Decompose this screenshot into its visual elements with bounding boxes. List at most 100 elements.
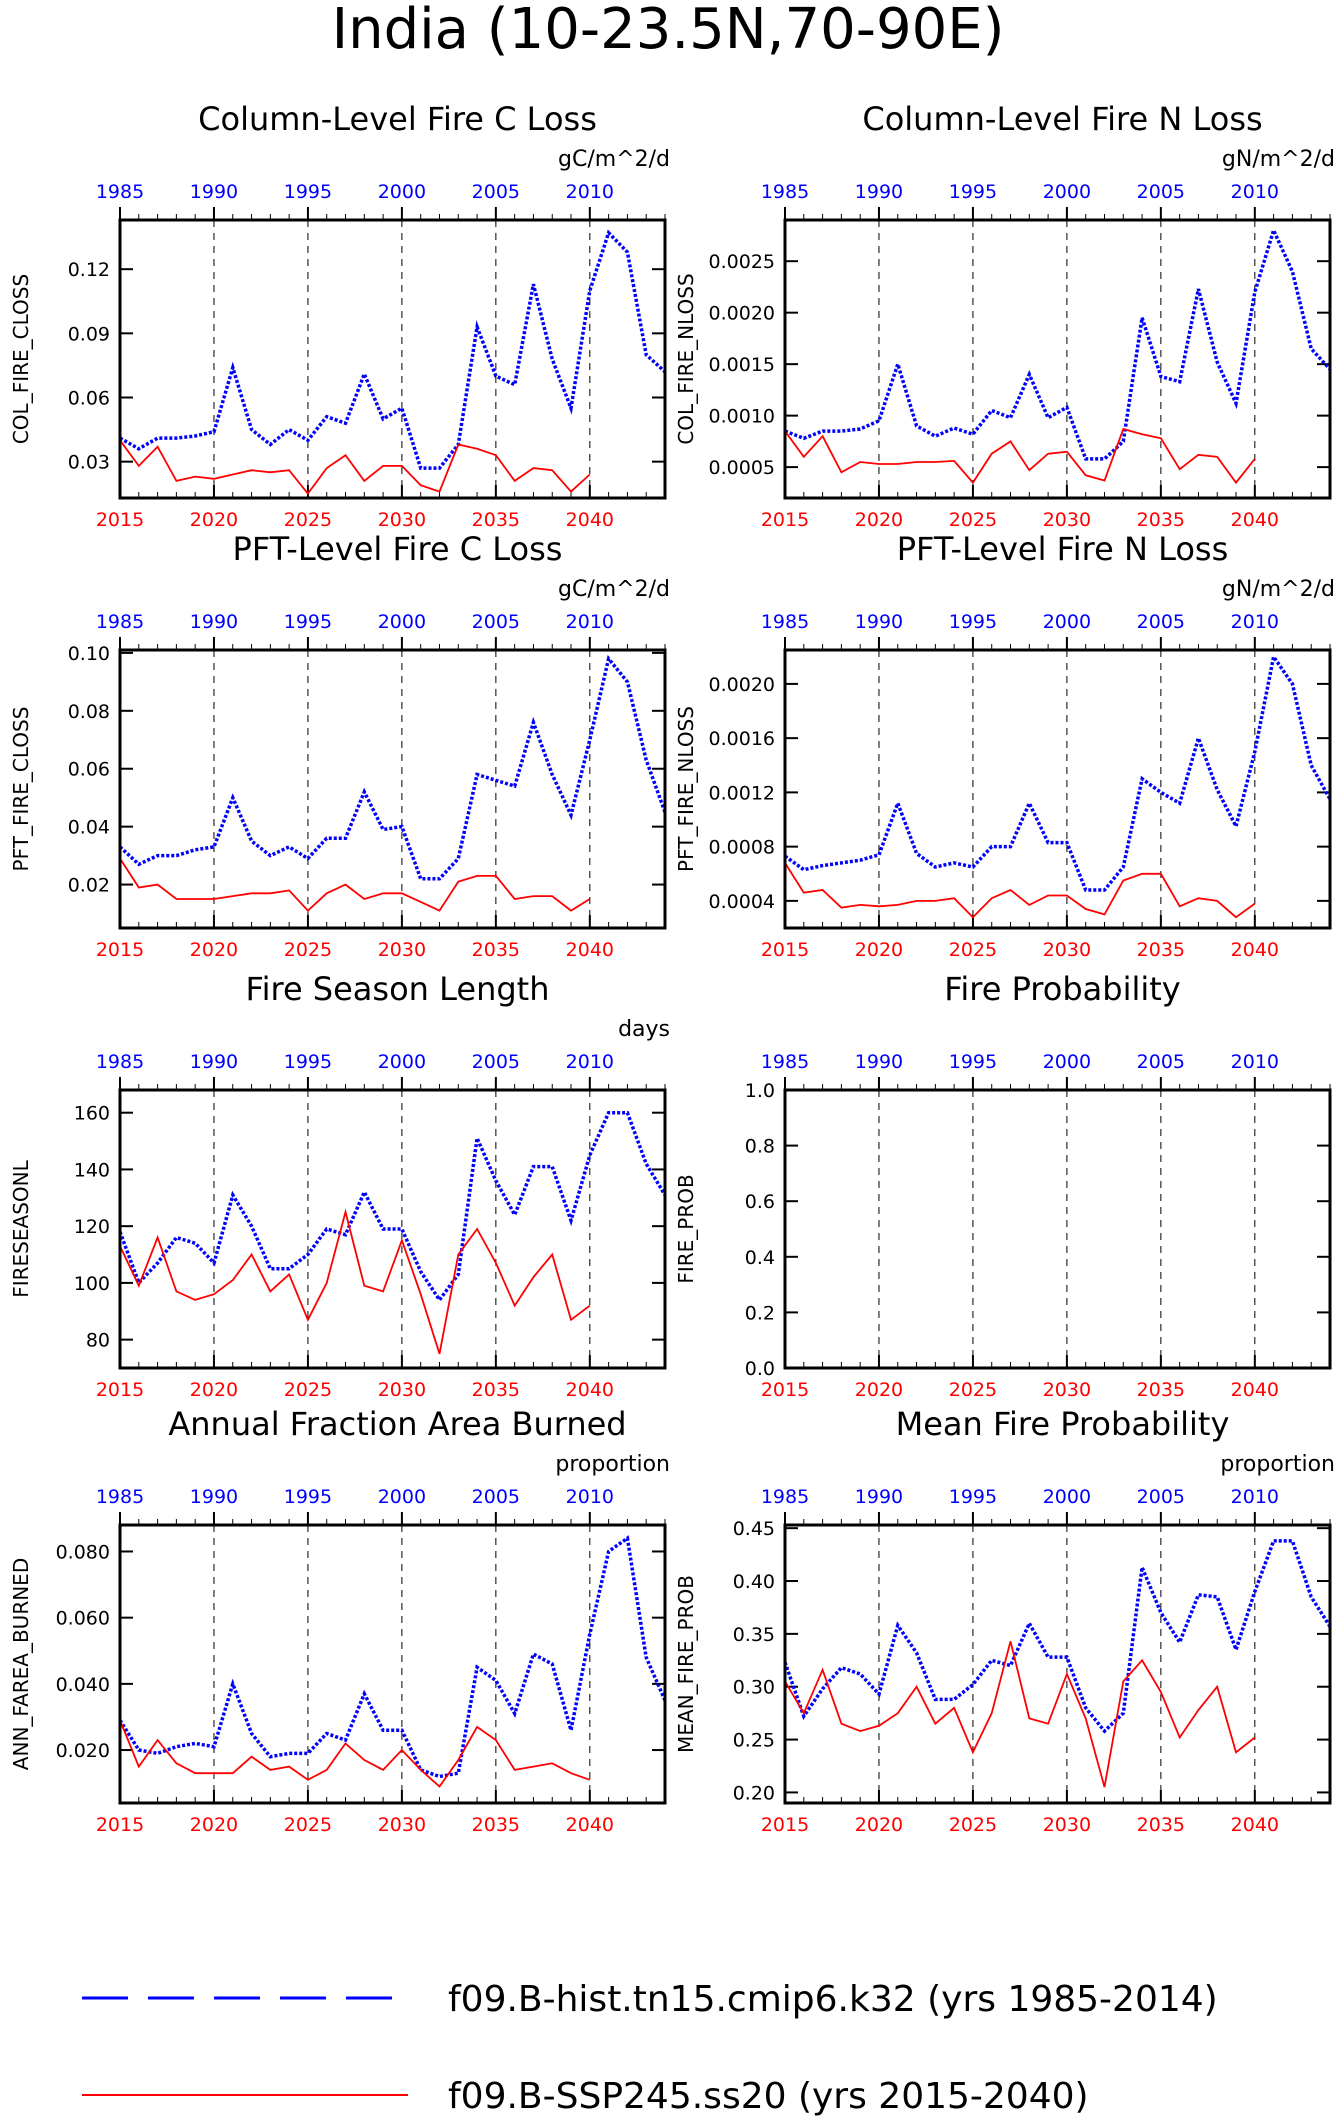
units-label: days [618,1017,670,1042]
x-tick-label: 2040 [1231,939,1279,961]
x-top-tick-label: 2005 [1137,181,1185,203]
panel-title: Column-Level Fire N Loss [862,100,1262,138]
x-top-tick-label: 1985 [96,611,144,633]
y-tick-label: 1.0 [745,1080,775,1102]
x-tick-label: 2015 [96,1379,144,1401]
plot-frame [783,1523,1332,1805]
x-tick-label: 2020 [855,509,903,531]
y-tick-label: 0.080 [56,1541,110,1563]
y-tick-label: 0.0008 [709,837,775,859]
y-tick-label: 0.45 [733,1518,775,1540]
units-label: gN/m^2/d [1222,577,1335,602]
x-top-tick-label: 1990 [855,1051,903,1073]
x-tick-label: 2015 [761,1379,809,1401]
x-tick-label: 2030 [1043,1814,1091,1836]
plot-frame [118,1088,667,1370]
x-top-tick-label: 2005 [1137,1486,1185,1508]
x-top-tick-label: 2005 [1137,1051,1185,1073]
y-axis-label: FIRESEASONL [9,1159,33,1297]
x-tick-label: 2030 [378,509,426,531]
x-top-tick-label: 2010 [1231,611,1279,633]
units-label: gN/m^2/d [1222,147,1335,172]
x-top-tick-label: 2005 [472,1051,520,1073]
series-line-hist [119,229,667,470]
y-axis-label: MEAN_FIRE_PROB [674,1575,698,1753]
y-tick-label: 0.0020 [709,303,775,325]
x-tick-label: 2025 [949,1814,997,1836]
chart-panel-8: Mean Fire Probability proportion 2015 2020 2… [674,1405,1335,1836]
x-tick-label: 2035 [1137,1379,1185,1401]
x-top-tick-label: 1990 [190,611,238,633]
x-tick-label: 2040 [1231,509,1279,531]
plot-frame [118,1523,667,1805]
x-top-tick-label: 1985 [761,181,809,203]
x-top-tick-label: 1985 [761,1051,809,1073]
x-tick-label: 2030 [1043,509,1091,531]
x-tick-label: 2025 [949,509,997,531]
y-tick-label: 0.02 [68,875,110,897]
x-top-tick-label: 1985 [761,1486,809,1508]
x-tick-label: 2030 [378,939,426,961]
chart-panel-6: Fire Probability 2015 2020 2025 2030 2035 2040… [674,970,1332,1401]
y-tick-label: 0.0020 [709,674,775,696]
x-tick-label: 2035 [472,1379,520,1401]
x-top-tick-label: 1990 [855,181,903,203]
y-tick-label: 0.4 [745,1247,775,1269]
y-tick-label: 0.6 [745,1191,775,1213]
x-top-tick-label: 1995 [949,181,997,203]
x-tick-label: 2040 [566,1814,614,1836]
series-line-hist [118,654,667,881]
x-tick-label: 2015 [761,939,809,961]
y-axis-label: COL_FIRE_CLOSS [9,274,33,444]
panel-title: Column-Level Fire C Loss [198,100,597,138]
chart-panel-4: PFT-Level Fire N Loss gN/m^2/d 2015 2020 202… [674,530,1335,961]
x-top-tick-label: 2010 [1231,1051,1279,1073]
panel-title: PFT-Level Fire C Loss [233,530,563,568]
x-top-tick-label: 2010 [566,181,614,203]
y-axis-label: PFT_FIRE_CLOSS [9,707,33,872]
panel-title: PFT-Level Fire N Loss [897,530,1229,568]
y-axis-label: COL_FIRE_NLOSS [674,273,698,444]
y-tick-label: 0.060 [56,1608,110,1630]
y-tick-label: 0.0004 [709,891,775,913]
y-tick-label: 0.40 [733,1571,775,1593]
chart-panel-5: Fire Season Length days 2015 2020 2025 2030 20… [9,970,670,1401]
series-line-ssp [119,1719,591,1788]
y-tick-label: 0.8 [745,1136,775,1158]
x-tick-label: 2020 [855,1814,903,1836]
x-top-tick-label: 1995 [949,611,997,633]
x-tick-label: 2020 [190,509,238,531]
chart-panel-2: Column-Level Fire N Loss gN/m^2/d 2015 2020… [674,100,1335,531]
x-tick-label: 2030 [378,1814,426,1836]
x-tick-label: 2015 [761,1814,809,1836]
y-tick-label: 0.0025 [709,251,775,273]
figure-title: India (10-23.5N,70-90E) [332,0,1005,62]
chart-panel-3: PFT-Level Fire C Loss gC/m^2/d 2015 2020 202… [9,530,670,961]
x-tick-label: 2030 [1043,1379,1091,1401]
y-axis-label: FIRE_PROB [674,1174,698,1283]
y-tick-label: 0.0016 [709,728,775,750]
x-top-tick-label: 2005 [472,611,520,633]
x-tick-label: 2025 [284,1814,332,1836]
x-tick-label: 2015 [96,1814,144,1836]
series-line-ssp [784,427,1256,485]
x-tick-label: 2035 [1137,1814,1185,1836]
y-tick-label: 120 [74,1216,110,1238]
x-top-tick-label: 1990 [855,1486,903,1508]
x-top-tick-label: 2005 [472,181,520,203]
series-line-ssp [119,858,591,912]
y-tick-label: 0.020 [56,1740,110,1762]
x-tick-label: 2035 [472,939,520,961]
x-top-tick-label: 2000 [1043,611,1091,633]
series-line-ssp [784,1641,1256,1788]
x-top-tick-label: 2000 [378,181,426,203]
x-top-tick-label: 2000 [1043,1486,1091,1508]
x-tick-label: 2040 [566,939,614,961]
y-tick-label: 0.06 [68,759,110,781]
panel-title: Fire Probability [944,970,1180,1008]
panel-title: Mean Fire Probability [896,1405,1230,1443]
x-tick-label: 2020 [855,1379,903,1401]
x-tick-label: 2025 [949,1379,997,1401]
x-tick-label: 2015 [96,509,144,531]
